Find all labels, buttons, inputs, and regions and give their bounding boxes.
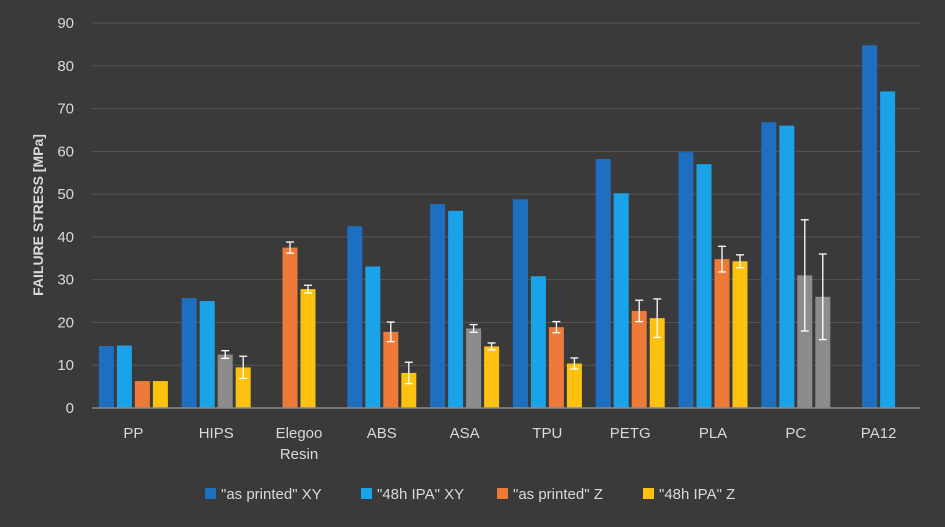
x-tick-label: ABS xyxy=(367,425,397,442)
bar xyxy=(484,346,500,408)
y-tick-label: 30 xyxy=(57,272,74,289)
y-tick-label: 0 xyxy=(66,400,74,417)
bar xyxy=(152,381,168,408)
y-tick-label: 10 xyxy=(57,357,74,374)
x-tick-label: PC xyxy=(785,425,806,442)
bar xyxy=(365,266,381,408)
bar xyxy=(98,345,114,408)
legend-swatch xyxy=(205,488,216,499)
legend-swatch xyxy=(497,488,508,499)
y-tick-label: 40 xyxy=(57,229,74,246)
bar xyxy=(566,363,582,408)
bar xyxy=(347,226,363,408)
bar xyxy=(116,345,132,408)
x-tick-label: PA12 xyxy=(861,425,897,442)
bar xyxy=(797,275,813,408)
x-tick-label: Elegoo xyxy=(276,425,323,442)
x-tick-label: PLA xyxy=(699,425,727,442)
bar xyxy=(631,310,647,408)
bar xyxy=(880,91,896,408)
bar xyxy=(548,327,564,408)
legend-label: "48h IPA" Z xyxy=(659,486,735,503)
x-tick-label: ASA xyxy=(450,425,480,442)
bar xyxy=(714,259,730,408)
bar xyxy=(761,122,777,408)
bar xyxy=(530,276,546,408)
y-tick-label: 90 xyxy=(57,15,74,32)
y-axis-label: FAILURE STRESS [MPa] xyxy=(30,134,46,296)
legend-swatch xyxy=(361,488,372,499)
bars xyxy=(98,45,896,409)
x-tick-label: PP xyxy=(123,425,143,442)
axes: 0 10 20 30 40 50 60 70 80 90 PP HIPS Elegoo Resin ABS A… xyxy=(57,15,920,463)
y-tick-label: 70 xyxy=(57,101,74,118)
bar xyxy=(678,152,694,408)
bar xyxy=(217,354,233,408)
y-tick-label: 20 xyxy=(57,314,74,331)
legend-label: "48h IPA" XY xyxy=(377,486,464,503)
x-tick-label: TPU xyxy=(532,425,562,442)
bar xyxy=(401,372,417,408)
error-bars xyxy=(221,219,827,385)
bar xyxy=(282,247,298,408)
bar xyxy=(199,301,215,408)
bar xyxy=(383,331,399,408)
bar xyxy=(696,164,712,408)
bar xyxy=(448,210,464,408)
y-tick-label: 50 xyxy=(57,186,74,203)
bar xyxy=(613,193,629,408)
bar xyxy=(862,45,878,408)
bar xyxy=(181,298,197,408)
bar xyxy=(466,328,482,408)
x-tick-label: HIPS xyxy=(199,425,234,442)
y-tick-label: 80 xyxy=(57,58,74,75)
bar xyxy=(134,381,150,408)
bar xyxy=(595,159,611,408)
legend-label: "as printed" Z xyxy=(513,486,603,503)
legend-label: "as printed" XY xyxy=(221,486,322,503)
bar xyxy=(512,199,528,408)
bar xyxy=(779,125,795,409)
y-tick-label: 60 xyxy=(57,143,74,160)
gridlines xyxy=(92,22,920,366)
bar xyxy=(430,203,446,408)
legend-swatch xyxy=(643,488,654,499)
legend: "as printed" XY "48h IPA" XY "as printed" … xyxy=(205,486,735,503)
bar xyxy=(815,296,831,408)
bar xyxy=(300,289,316,408)
bar xyxy=(649,318,665,408)
x-tick-label: Resin xyxy=(280,446,318,463)
bar xyxy=(732,261,748,408)
x-tick-label: PETG xyxy=(610,425,651,442)
bar xyxy=(235,367,251,408)
